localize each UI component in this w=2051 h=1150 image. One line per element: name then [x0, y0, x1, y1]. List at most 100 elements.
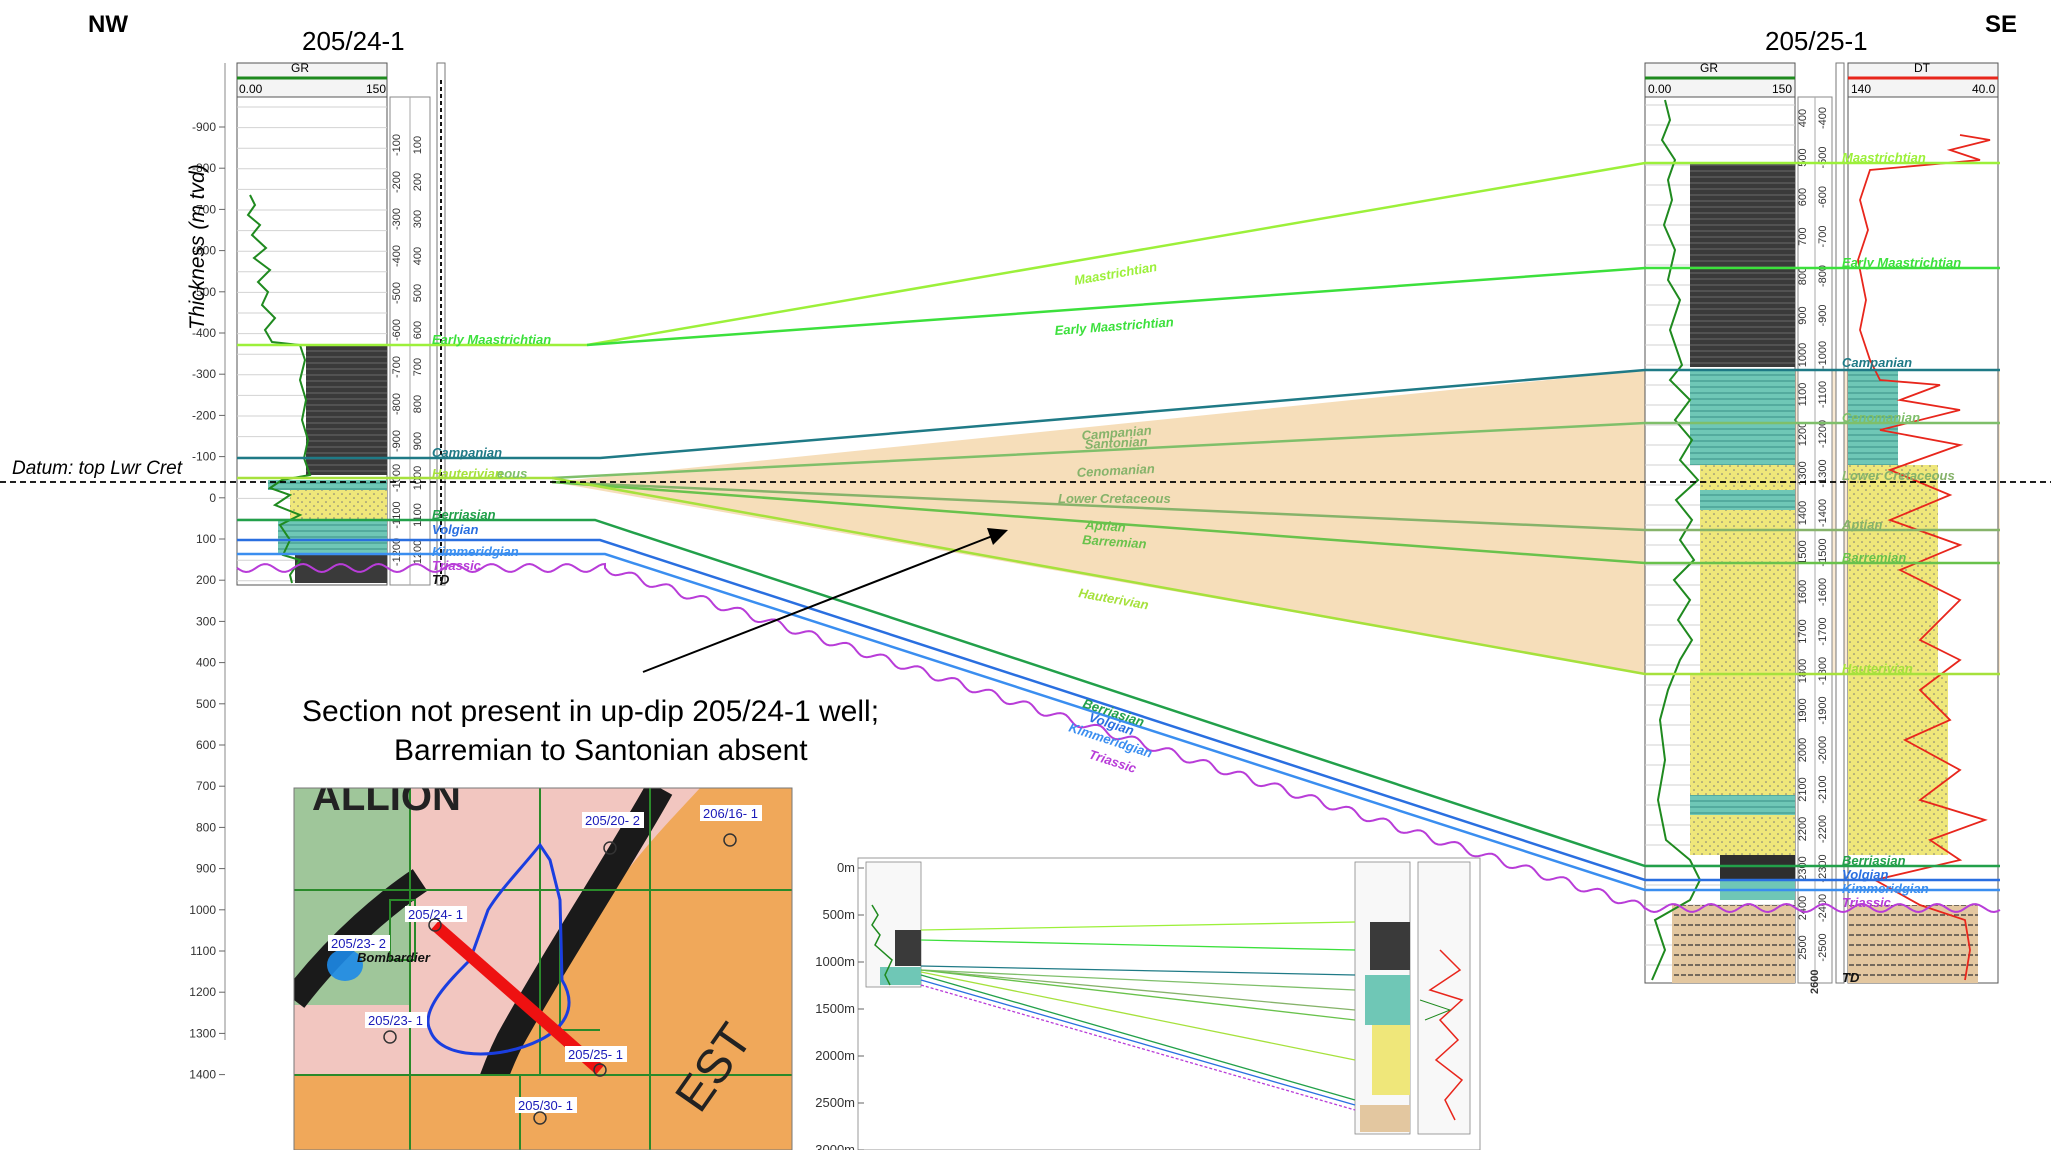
left-top-overlap: eous: [497, 466, 527, 481]
left-depth-ticks: -100-200-300-400-500-600-700-800-900-100…: [391, 134, 424, 566]
map-well-205-25-1: 205/25- 1: [568, 1047, 623, 1062]
depth-tick-label: 1400: [1797, 501, 1809, 525]
thickness-tick-label: 1200: [189, 985, 216, 999]
depth-tick-label: -400: [1817, 107, 1829, 129]
map-well-205-20-2: 205/20- 2: [585, 813, 640, 828]
depth-tick-label: -2000: [1817, 736, 1829, 764]
berriasian-line: [237, 518, 2000, 868]
left-top-early-maastrichtian: Early Maastrichtian: [432, 332, 551, 347]
corr-label-early-maastrichtian: Early Maastrichtian: [1054, 314, 1174, 338]
inset-tick-label: 3000m: [815, 1142, 855, 1150]
thickness-tick-label: 1300: [189, 1026, 216, 1040]
depth-tick-label: -500: [391, 282, 403, 304]
depth-tick-label: -1900: [1817, 696, 1829, 724]
depth-tick-label: 2500: [1797, 935, 1809, 959]
right-top-kimmeridgian: Kimmeridgian: [1842, 881, 1929, 896]
location-map: ALLION EST 205/20- 2 206/16- 1 205/24- 1…: [293, 787, 793, 1150]
thickness-tick-label: 300: [196, 614, 216, 628]
depth-tick-label: -600: [391, 319, 403, 341]
left-gr-curve: [246, 194, 312, 584]
thickness-tick-label: 0: [209, 491, 216, 505]
depth-tick-label: -1100: [1817, 381, 1829, 408]
thickness-tick-label: 400: [196, 656, 216, 670]
map-well-205-24-1: 205/24- 1: [408, 907, 463, 922]
thickness-tick-label: 1100: [190, 944, 216, 958]
thickness-tick-label: 500: [196, 697, 216, 711]
depth-tick-label: 1600: [1797, 580, 1809, 604]
thickness-tick-label: -400: [192, 326, 216, 340]
depth-tick-label: -200: [391, 171, 403, 193]
depth-tick-label: -700: [391, 356, 403, 378]
map-field-name: Bombardier: [357, 950, 431, 965]
y-axis-title: Thickness (m tvd): [186, 164, 209, 330]
depth-tick-label: -2100: [1817, 775, 1829, 803]
map-well-205-23-2: 205/23- 2: [331, 936, 386, 951]
inset-tick-label: 1000m: [815, 954, 855, 969]
depth-tick-label: -1500: [1817, 538, 1829, 566]
maastrichtian-line: [237, 161, 2000, 347]
thickness-tick-label: -700: [192, 202, 216, 216]
depth-tick-label: 700: [1797, 227, 1809, 245]
thickness-tick-label: -100: [192, 450, 216, 464]
corr-label-santonian: Santonian: [1084, 434, 1148, 452]
thickness-tick-label: -800: [192, 161, 216, 175]
inset-tick-label: 1500m: [815, 1001, 855, 1016]
depth-tick-label: 1200: [1797, 422, 1809, 446]
right-top-early-maastrichtian: Early Maastrichtian: [1842, 255, 1961, 270]
thickness-ticks: -900 -800 -700 -600 -500 -400 -300 -200 -100 0 100…: [189, 120, 225, 1082]
depth-tick-label: 2400: [1797, 896, 1809, 920]
depth-tick-label: -1000: [1817, 341, 1829, 369]
depth-tick-label: 200: [412, 173, 424, 191]
right-dt-curve: [1857, 134, 1991, 981]
right-top-volgian: Volgian: [1842, 867, 1889, 882]
depth-tick-label: 1800: [1797, 659, 1809, 683]
aptian-line: [551, 480, 2000, 532]
thickness-tick-label: -900: [192, 120, 216, 134]
inset-tick-label: 500m: [822, 907, 855, 922]
right-top-hauterivian: Hauterivian: [1842, 661, 1913, 676]
right-top-td: TD: [1842, 970, 1860, 985]
depth-tick-label: -100: [391, 134, 403, 156]
depth-tick-label: -300: [391, 208, 403, 230]
left-top-berriasian: Berriasian: [432, 507, 496, 522]
thickness-tick-label: 1400: [189, 1068, 216, 1082]
map-well-205-30-1: 205/30- 1: [518, 1098, 573, 1113]
inset-section: 0m 500m 1000m 1500m 2000m 2500m 3000m: [815, 857, 1481, 1150]
depth-tick-label: -2500: [1817, 933, 1829, 961]
depth-tick-label: 1300: [1797, 461, 1809, 485]
right-top-cenomanian: Cenomanian: [1842, 410, 1920, 425]
left-top-campanian: Campanian: [432, 445, 502, 460]
depth-tick-label: 1100: [1797, 383, 1809, 407]
inset-tick-label: 2500m: [815, 1095, 855, 1110]
depth-tick-label: 800: [1797, 267, 1809, 285]
barremian-line: [551, 480, 2000, 565]
depth-tick-label: -1200: [1817, 420, 1829, 448]
depth-tick-label: -900: [391, 430, 403, 452]
depth-tick-label: -600: [1817, 186, 1829, 208]
depth-tick-label: -1800: [1817, 657, 1829, 685]
depth-tick-label: 1200: [412, 540, 424, 564]
thickness-tick-label: -600: [192, 244, 216, 258]
annotation-line-1: Section not present in up-dip 205/24-1 w…: [302, 695, 879, 728]
depth-tick-label: 600: [412, 321, 424, 339]
depth-tick-label: 300: [412, 210, 424, 228]
depth-tick-label: 2200: [1797, 817, 1809, 841]
thickness-tick-label: -300: [192, 367, 216, 381]
right-bottom-tick: 2600: [1809, 970, 1821, 994]
datum-label: Datum: top Lwr Cret: [12, 458, 183, 479]
corr-label-campanian: Campanian: [1081, 423, 1152, 443]
corr-label-cenomanian: Cenomanian: [1076, 461, 1155, 480]
left-top-td: TD: [432, 572, 450, 587]
left-well-log: [236, 62, 446, 586]
depth-tick-label: -1600: [1817, 578, 1829, 606]
depth-tick-label: -700: [1817, 225, 1829, 247]
corr-label-aptian: Aptian: [1084, 517, 1126, 535]
thickness-tick-label: 100: [196, 532, 216, 546]
depth-tick-label: -800: [1817, 265, 1829, 287]
depth-tick-label: 1000: [1797, 343, 1809, 367]
left-gr-max: 150: [366, 82, 386, 96]
left-top-hauterivian: Hauterivian: [432, 466, 503, 481]
thickness-tick-label: -200: [192, 408, 216, 422]
right-dt-min: 140: [1851, 82, 1871, 96]
